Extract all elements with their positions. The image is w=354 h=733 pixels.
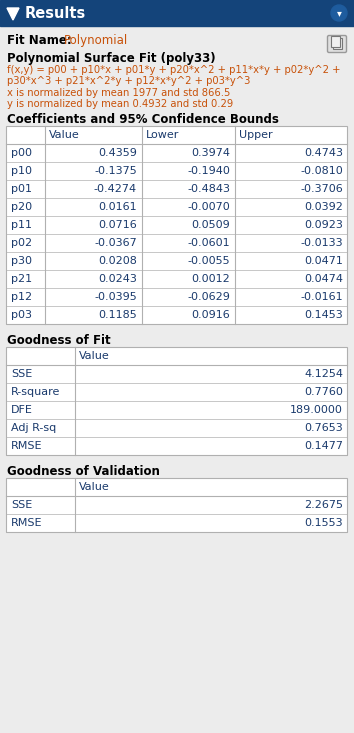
Text: -0.0070: -0.0070 [187,202,230,212]
Text: Upper: Upper [239,130,273,140]
Text: 189.0000: 189.0000 [290,405,343,415]
Text: 0.0208: 0.0208 [98,256,137,266]
Bar [6,347,347,455]
Text: SSE: SSE [11,500,32,510]
Text: Goodness of Validation: Goodness of Validation [7,465,160,478]
Text: Value: Value [79,351,110,361]
Text: 0.0243: 0.0243 [98,274,137,284]
Text: Results: Results [25,6,86,21]
Text: 0.4359: 0.4359 [98,148,137,158]
Text: 0.0471: 0.0471 [304,256,343,266]
Text: -0.0601: -0.0601 [187,238,230,248]
Text: -0.3706: -0.3706 [300,184,343,194]
Text: 0.0012: 0.0012 [191,274,230,284]
Text: p03: p03 [11,310,32,320]
Text: p00: p00 [11,148,32,158]
Text: RMSE: RMSE [11,441,42,451]
Text: -0.4274: -0.4274 [94,184,137,194]
Text: Polynomial: Polynomial [64,34,128,47]
Text: Coefficients and 95% Confidence Bounds: Coefficients and 95% Confidence Bounds [7,113,279,126]
Text: p10: p10 [11,166,32,176]
Text: 0.1477: 0.1477 [304,441,343,451]
Bar [331,36,340,47]
Circle shape [331,5,347,21]
Text: 0.0923: 0.0923 [304,220,343,230]
Text: Goodness of Fit: Goodness of Fit [7,334,110,347]
Text: DFE: DFE [11,405,33,415]
Text: f(x,y) = p00 + p10*x + p01*y + p20*x^2 + p11*x*y + p02*y^2 +: f(x,y) = p00 + p10*x + p01*y + p20*x^2 +… [7,65,341,75]
Text: Lower: Lower [146,130,179,140]
Text: -0.0629: -0.0629 [187,292,230,302]
Text: p30*x^3 + p21*x^2*y + p12*x*y^2 + p03*y^3: p30*x^3 + p21*x^2*y + p12*x*y^2 + p03*y^… [7,76,250,86]
Text: -0.1375: -0.1375 [94,166,137,176]
Text: -0.0055: -0.0055 [187,256,230,266]
Text: -0.4843: -0.4843 [187,184,230,194]
Text: -0.0161: -0.0161 [301,292,343,302]
Text: 0.1553: 0.1553 [304,518,343,528]
Text: 4.1254: 4.1254 [304,369,343,379]
Text: Value: Value [49,130,80,140]
Text: RMSE: RMSE [11,518,42,528]
Text: R-square: R-square [11,387,61,397]
Bar [6,478,347,532]
Text: Polynomial Surface Fit (poly33): Polynomial Surface Fit (poly33) [7,52,216,65]
Text: p30: p30 [11,256,32,266]
Text: ▾: ▾ [337,8,342,18]
Text: 0.0161: 0.0161 [98,202,137,212]
Text: Fit Name:: Fit Name: [7,34,72,47]
Text: 0.1453: 0.1453 [304,310,343,320]
Text: -0.0810: -0.0810 [300,166,343,176]
Text: p01: p01 [11,184,32,194]
Text: 0.7760: 0.7760 [304,387,343,397]
Text: -0.1940: -0.1940 [187,166,230,176]
Bar [6,126,347,324]
Text: -0.0367: -0.0367 [94,238,137,248]
Bar [0,0,354,26]
Text: 0.0916: 0.0916 [191,310,230,320]
Text: -0.0133: -0.0133 [301,238,343,248]
Text: Value: Value [79,482,110,492]
Text: 0.0509: 0.0509 [191,220,230,230]
Text: p20: p20 [11,202,32,212]
FancyBboxPatch shape [327,35,347,53]
Text: 0.0392: 0.0392 [304,202,343,212]
Text: p21: p21 [11,274,32,284]
Text: 0.1185: 0.1185 [98,310,137,320]
Text: p02: p02 [11,238,32,248]
Bar [333,38,342,49]
Text: 0.3974: 0.3974 [191,148,230,158]
Text: 0.0716: 0.0716 [98,220,137,230]
Text: SSE: SSE [11,369,32,379]
Text: 2.2675: 2.2675 [304,500,343,510]
Text: 0.7653: 0.7653 [304,423,343,433]
Text: 0.4743: 0.4743 [304,148,343,158]
Text: y is normalized by mean 0.4932 and std 0.29: y is normalized by mean 0.4932 and std 0… [7,99,233,109]
Text: p11: p11 [11,220,32,230]
Text: x is normalized by mean 1977 and std 866.5: x is normalized by mean 1977 and std 866… [7,88,230,98]
Polygon shape [7,8,19,20]
Text: 0.0474: 0.0474 [304,274,343,284]
Text: Adj R-sq: Adj R-sq [11,423,56,433]
Text: p12: p12 [11,292,32,302]
Text: -0.0395: -0.0395 [94,292,137,302]
